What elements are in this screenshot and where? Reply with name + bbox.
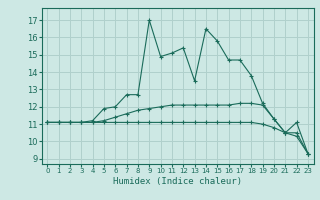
X-axis label: Humidex (Indice chaleur): Humidex (Indice chaleur) <box>113 177 242 186</box>
